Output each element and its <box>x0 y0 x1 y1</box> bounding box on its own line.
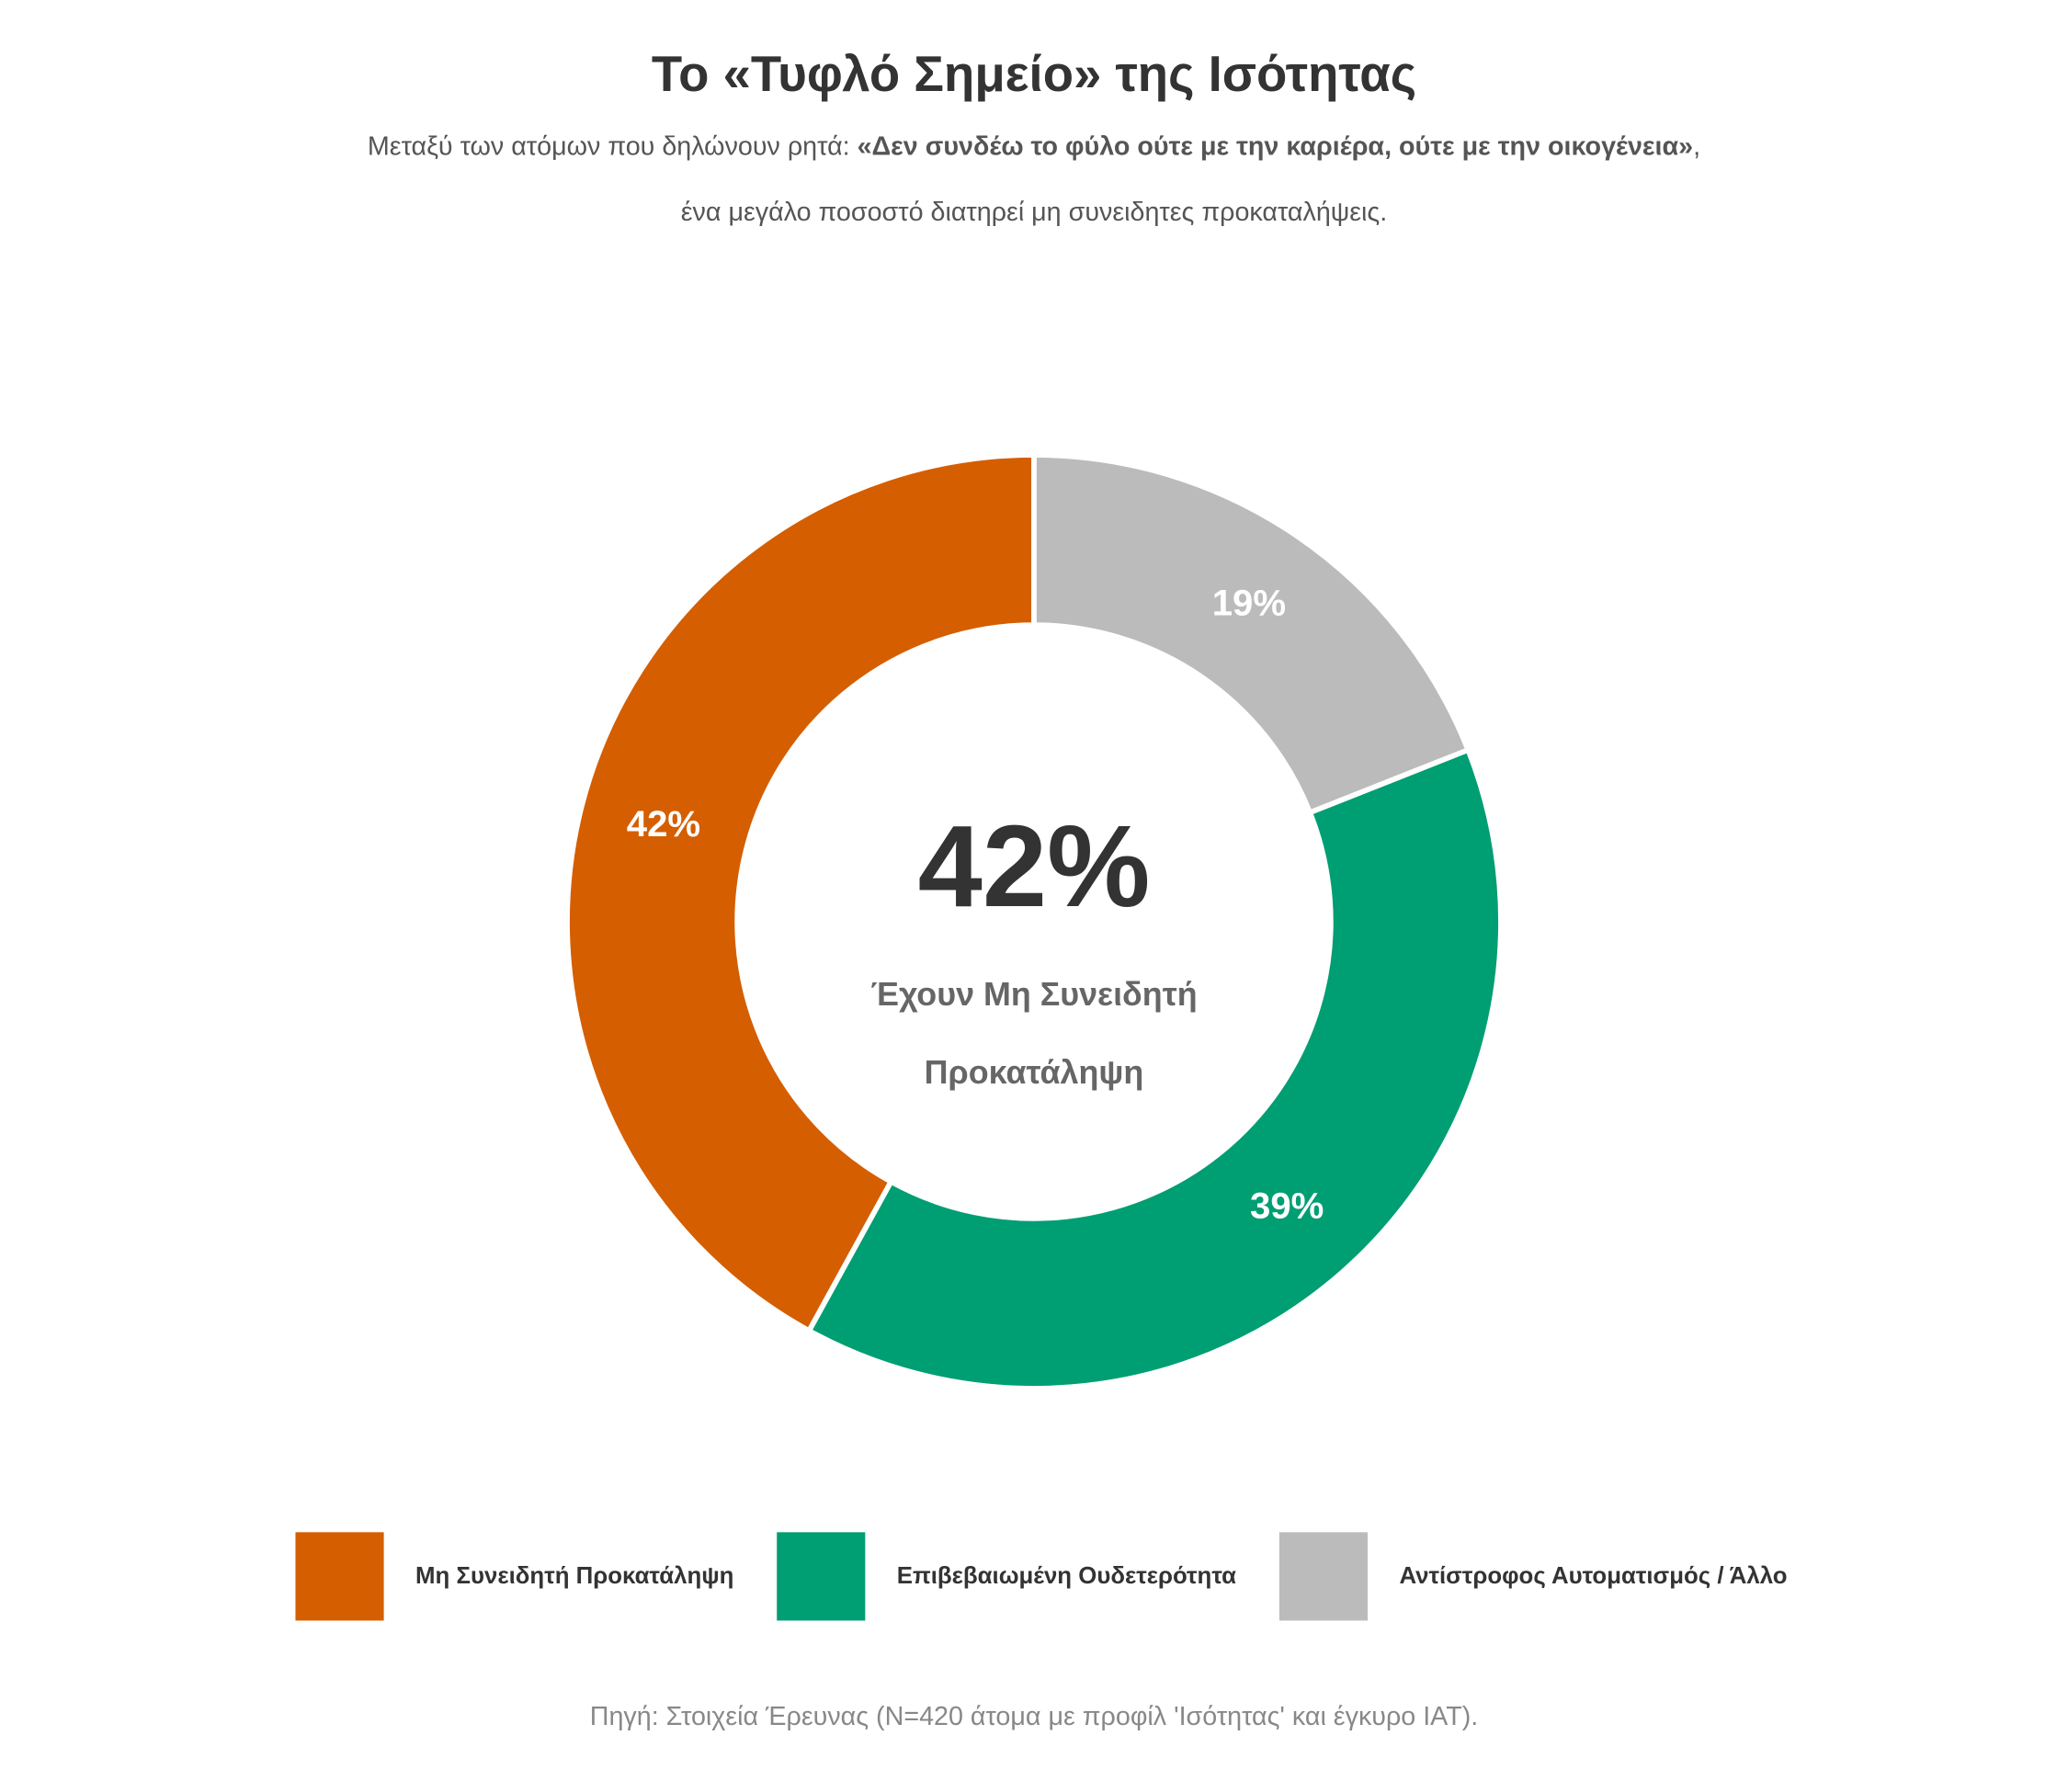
slice-label: 42% <box>627 803 700 845</box>
center-caption: Έχουν Μη Συνειδητή <box>870 976 1197 1013</box>
donut-slice <box>805 746 1504 1391</box>
subtitle-suffix: , <box>1693 131 1700 161</box>
center-label: 42% <box>918 801 1151 931</box>
chart-title: Το «Τυφλό Σημείο» της Ισότητας <box>652 46 1416 102</box>
legend-label: Επιβεβαιωμένη Ουδετερότητα <box>897 1563 1236 1589</box>
center-caption: Προκατάληψη <box>925 1054 1144 1091</box>
legend-swatch <box>1278 1532 1369 1621</box>
legend-swatch <box>777 1532 866 1621</box>
chart-subtitle: Μεταξύ των ατόμων που δηλώνουν ρητά: «Δε… <box>368 131 1700 161</box>
legend-label: Αντίστροφος Αυτοματισμός / Άλλο <box>1399 1563 1787 1589</box>
donut-slice <box>564 452 1037 1334</box>
legend-label: Μη Συνειδητή Προκατάληψη <box>415 1563 733 1589</box>
legend-swatch <box>295 1532 384 1621</box>
chart-subtitle-line: ένα μεγάλο ποσοστό διατηρεί μη συνειδητε… <box>681 198 1387 227</box>
donut-slice <box>1031 452 1472 816</box>
slice-label: 39% <box>1250 1185 1324 1227</box>
slice-label: 19% <box>1212 582 1286 623</box>
source-note: Πηγή: Στοιχεία Έρευνας (N=420 άτομα με π… <box>590 1702 1478 1731</box>
subtitle-emphasis: «Δεν συνδέω το φύλο ούτε με την καριέρα,… <box>858 131 1694 161</box>
subtitle-prefix: Μεταξύ των ατόμων που δηλώνουν ρητά: <box>368 131 858 161</box>
